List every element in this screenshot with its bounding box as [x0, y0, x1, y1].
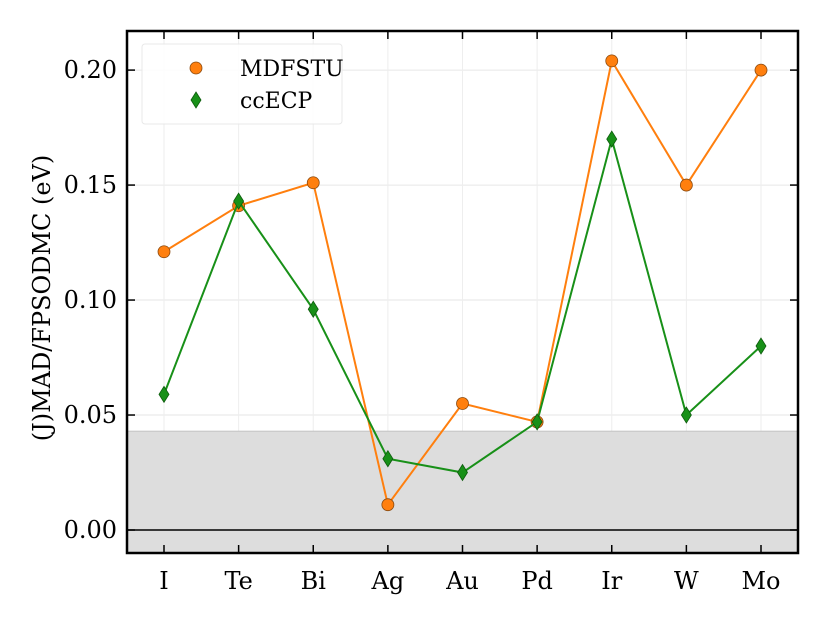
- x-tick-label: Pd: [521, 567, 553, 595]
- point-mdfstu: [456, 397, 469, 410]
- point-mdfstu: [754, 63, 768, 77]
- legend-label-ccecp: ccECP: [240, 89, 313, 114]
- x-tick-label: Bi: [301, 567, 327, 595]
- point-ccecp: [457, 463, 468, 482]
- point-ccecp: [680, 406, 692, 424]
- shaded-band: [126, 430, 799, 554]
- point-ccecp: [233, 192, 245, 210]
- y-tick-label: 0.05: [64, 401, 117, 429]
- point-mdfstu: [381, 498, 395, 512]
- axes: 0.00 0.05 0.10 0.15 0.20 I Te Bi Ag Au Pd Ir W Mo: [64, 31, 798, 595]
- x-tick-label: W: [674, 567, 699, 595]
- point-ccecp: [531, 413, 543, 431]
- legend-marker-mdfstu: [189, 61, 203, 75]
- point-ccecp: [382, 449, 394, 468]
- point-mdfstu: [306, 176, 320, 190]
- x-tick-label: Au: [445, 567, 479, 595]
- x-tick-label: I: [159, 567, 168, 595]
- x-tick-label: Ir: [601, 567, 622, 595]
- y-tick-label: 0.20: [64, 56, 117, 84]
- y-tick-label: 0.00: [64, 516, 117, 544]
- x-tick-label: Te: [224, 567, 252, 595]
- legend: MDFSTU ccECP: [141, 43, 344, 125]
- point-mdfstu: [605, 54, 619, 68]
- legend-marker-ccecp: [190, 91, 202, 109]
- x-tick-label: Ag: [371, 567, 405, 595]
- point-mdfstu: [679, 178, 693, 192]
- series-layer: [157, 54, 768, 512]
- point-ccecp: [755, 337, 767, 355]
- x-tick-label: Mo: [741, 567, 780, 595]
- y-tick-label: 0.10: [64, 286, 117, 314]
- point-ccecp: [158, 385, 170, 404]
- point-mdfstu: [157, 245, 171, 259]
- y-axis-label: (J)MAD/FPSODMC (eV): [28, 155, 56, 442]
- point-ccecp: [606, 130, 618, 148]
- y-tick-label: 0.15: [64, 171, 117, 199]
- legend-label-mdfstu: MDFSTU: [240, 57, 344, 82]
- point-ccecp: [307, 300, 319, 319]
